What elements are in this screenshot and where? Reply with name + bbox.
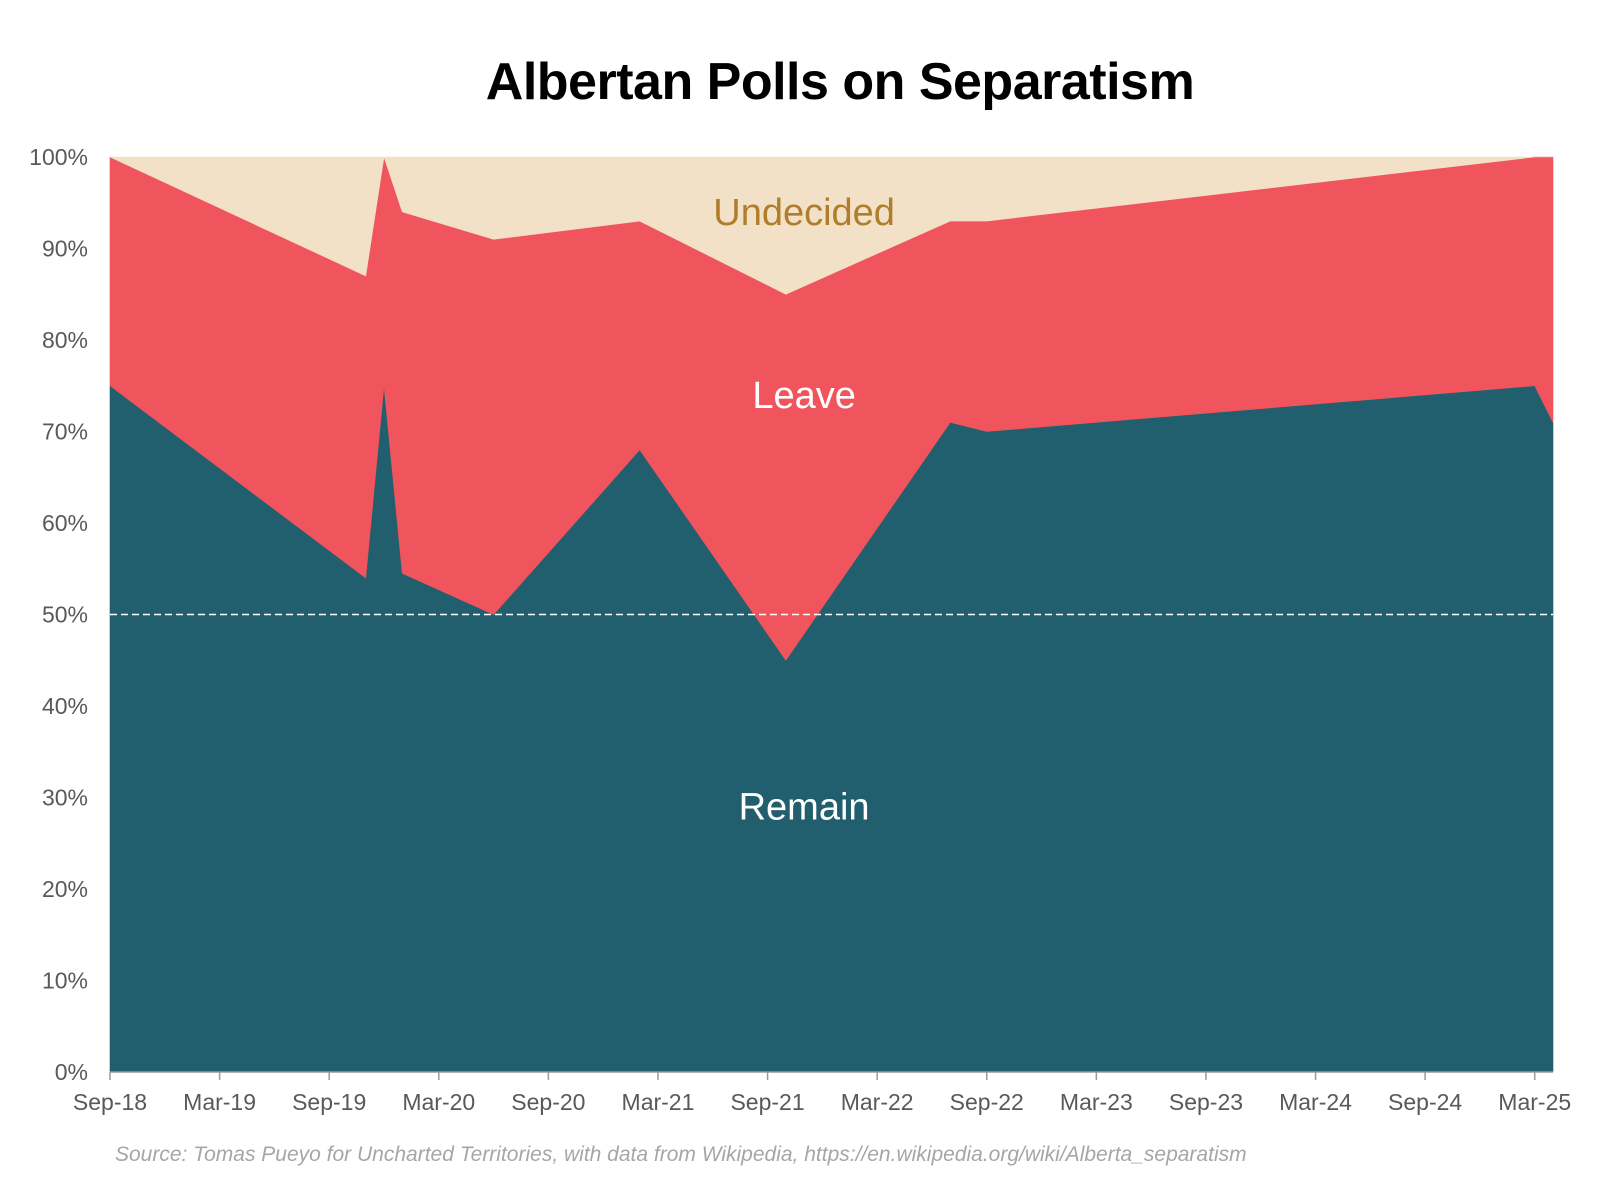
x-tick-label: Sep-23 <box>1169 1089 1243 1115</box>
y-tick-label: 40% <box>42 693 88 719</box>
y-tick-label: 90% <box>42 236 88 262</box>
series-label-undecided: Undecided <box>713 192 895 234</box>
x-tick-label: Sep-19 <box>292 1089 366 1115</box>
y-tick-label: 30% <box>42 785 88 811</box>
x-tick-label: Mar-24 <box>1279 1089 1352 1115</box>
series-label-leave: Leave <box>752 375 856 417</box>
y-tick-label: 0% <box>55 1059 88 1085</box>
x-tick-label: Sep-22 <box>950 1089 1024 1115</box>
x-tick-label: Sep-24 <box>1388 1089 1462 1115</box>
source-note: Source: Tomas Pueyo for Uncharted Territ… <box>115 1143 1247 1166</box>
chart-title: Albertan Polls on Separatism <box>485 53 1195 111</box>
series-label-layer: Remain Leave Undecided <box>713 192 895 829</box>
x-tick-label: Sep-20 <box>511 1089 585 1115</box>
y-tick-label: 20% <box>42 876 88 902</box>
areas-layer <box>109 156 1554 1073</box>
x-tick-label: Sep-21 <box>730 1089 804 1115</box>
series-label-remain: Remain <box>739 787 870 829</box>
area-undecided <box>109 156 1553 295</box>
y-tick-label: 60% <box>42 510 88 536</box>
y-tick-label: 50% <box>42 602 88 628</box>
axis-layer: 0% 10% 20% 30% 40% 50% 60% 70% 80% 90% 100% Sep-18 M… <box>29 144 1571 1115</box>
y-tick-label: 100% <box>29 144 88 170</box>
x-tick-label: Mar-22 <box>841 1089 914 1115</box>
y-tick-label: 80% <box>42 327 88 353</box>
x-tick-label: Mar-19 <box>183 1089 256 1115</box>
x-tick-label: Mar-20 <box>402 1089 475 1115</box>
y-tick-label: 10% <box>42 968 88 994</box>
x-tick-label: Mar-21 <box>622 1089 695 1115</box>
x-tick-label: Mar-23 <box>1060 1089 1133 1115</box>
x-tick-label: Mar-25 <box>1498 1089 1571 1115</box>
x-tick-label: Sep-18 <box>73 1089 147 1115</box>
y-tick-label: 70% <box>42 419 88 445</box>
